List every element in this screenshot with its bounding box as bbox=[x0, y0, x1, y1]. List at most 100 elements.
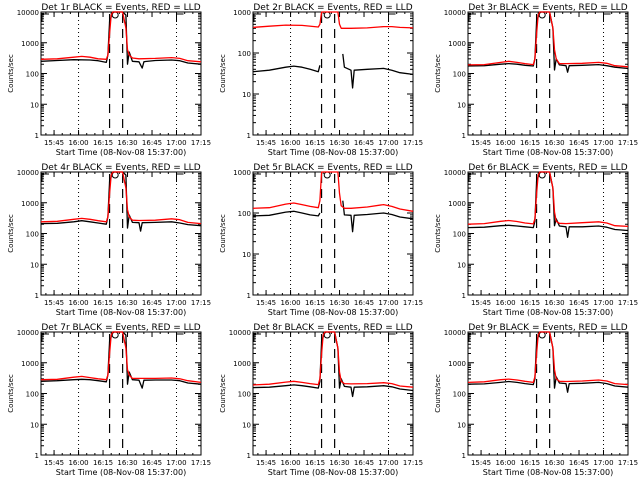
panel-title: Det 3r BLACK = Events, RED = LLD bbox=[468, 3, 627, 13]
x-tick-label: 16:00 bbox=[495, 459, 515, 467]
y-tick-label: 10000 bbox=[444, 9, 466, 17]
series-events-line bbox=[40, 331, 202, 389]
x-tick-label: 16:30 bbox=[117, 299, 137, 307]
y-tick-label: 100 bbox=[453, 71, 466, 79]
series-lld-line bbox=[467, 11, 629, 68]
x-axis-label: Start Time (08-Nov-08 15:37:00) bbox=[268, 148, 398, 157]
x-tick-label: 17:15 bbox=[191, 139, 211, 147]
x-tick-label: 16:00 bbox=[68, 299, 88, 307]
x-tick-label: 16:30 bbox=[544, 139, 564, 147]
y-tick-label: 1000 bbox=[21, 40, 39, 48]
x-axis-label: Start Time (08-Nov-08 15:37:00) bbox=[268, 468, 398, 477]
x-tick-label: 16:00 bbox=[495, 299, 515, 307]
x-tick-label: 16:00 bbox=[495, 139, 515, 147]
x-tick-label: 15:45 bbox=[256, 459, 276, 467]
start-bracket-marker bbox=[41, 13, 49, 22]
y-tick-label: 10000 bbox=[229, 329, 251, 337]
x-tick-label: 17:00 bbox=[378, 299, 398, 307]
x-axis-label: Start Time (08-Nov-08 15:37:00) bbox=[56, 148, 186, 157]
y-tick-label: 1 bbox=[462, 292, 466, 300]
y-tick-label: 10000 bbox=[444, 169, 466, 177]
y-axis-label: Counts/sec bbox=[434, 374, 442, 413]
x-tick-label: 17:15 bbox=[618, 299, 638, 307]
panel-det-4: Det 4r BLACK = Events, RED = LLD 1 10 100 10… bbox=[7, 163, 211, 317]
panel-det-5: Det 5r BLACK = Events, RED = LLD 1 10 100 10… bbox=[219, 163, 423, 317]
x-tick-label: 17:15 bbox=[403, 139, 423, 147]
x-tick-label: 16:30 bbox=[329, 139, 349, 147]
start-bracket-marker bbox=[41, 173, 49, 182]
y-tick-label: 10 bbox=[242, 421, 251, 429]
x-tick-label: 16:45 bbox=[354, 299, 374, 307]
x-tick-label: 16:30 bbox=[329, 299, 349, 307]
panel-det-6: Det 6r BLACK = Events, RED = LLD 1 10 100 10… bbox=[434, 163, 638, 317]
x-tick-label: 17:00 bbox=[166, 299, 186, 307]
x-tick-label: 16:15 bbox=[520, 139, 540, 147]
x-tick-label: 15:45 bbox=[471, 139, 491, 147]
start-bracket-marker bbox=[41, 333, 49, 342]
x-tick-label: 17:15 bbox=[191, 299, 211, 307]
y-tick-label: 1 bbox=[462, 452, 466, 460]
end-bracket-marker bbox=[388, 13, 396, 22]
y-tick-label: 100 bbox=[238, 210, 251, 218]
x-tick-label: 16:00 bbox=[68, 139, 88, 147]
start-bracket-marker bbox=[468, 173, 476, 182]
y-tick-label: 1000 bbox=[448, 200, 466, 208]
x-tick-label: 17:00 bbox=[378, 139, 398, 147]
series-lld-line bbox=[40, 171, 202, 225]
x-axis-label: Start Time (08-Nov-08 15:37:00) bbox=[483, 148, 613, 157]
x-tick-label: 17:15 bbox=[403, 299, 423, 307]
y-tick-label: 1000 bbox=[233, 169, 251, 177]
y-tick-label: 1 bbox=[247, 132, 251, 140]
panel-title: Det 1r BLACK = Events, RED = LLD bbox=[41, 3, 200, 13]
x-tick-label: 15:45 bbox=[44, 459, 64, 467]
series-events-line bbox=[252, 200, 414, 233]
y-tick-label: 10 bbox=[457, 421, 466, 429]
panel-title: Det 6r BLACK = Events, RED = LLD bbox=[468, 163, 627, 173]
x-tick-label: 16:15 bbox=[305, 139, 325, 147]
x-tick-label: 16:00 bbox=[280, 139, 300, 147]
x-tick-label: 16:45 bbox=[569, 139, 589, 147]
end-bracket-marker bbox=[176, 13, 184, 22]
y-tick-label: 10 bbox=[30, 421, 39, 429]
x-tick-label: 16:00 bbox=[68, 459, 88, 467]
y-axis-label: Counts/sec bbox=[434, 54, 442, 93]
series-events-line bbox=[40, 171, 202, 232]
y-tick-label: 1 bbox=[462, 132, 466, 140]
start-bracket-marker bbox=[253, 333, 261, 342]
x-axis-label: Start Time (08-Nov-08 15:37:00) bbox=[56, 468, 186, 477]
series-lld-line bbox=[40, 331, 202, 384]
panel-det-7: Det 7r BLACK = Events, RED = LLD 1 10 100 10… bbox=[7, 323, 211, 477]
y-tick-label: 100 bbox=[26, 391, 39, 399]
x-tick-label: 16:15 bbox=[520, 299, 540, 307]
y-tick-label: 1000 bbox=[21, 360, 39, 368]
y-tick-label: 1 bbox=[35, 292, 39, 300]
x-tick-label: 15:45 bbox=[256, 139, 276, 147]
x-tick-label: 17:00 bbox=[593, 299, 613, 307]
x-tick-label: 16:45 bbox=[569, 299, 589, 307]
y-tick-label: 10000 bbox=[17, 329, 39, 337]
panel-det-9: Det 9r BLACK = Events, RED = LLD 1 10 100 10… bbox=[434, 323, 638, 477]
x-tick-label: 16:45 bbox=[569, 459, 589, 467]
y-tick-label: 10 bbox=[30, 101, 39, 109]
y-axis-label: Counts/sec bbox=[7, 374, 15, 413]
panel-title: Det 9r BLACK = Events, RED = LLD bbox=[468, 323, 627, 333]
series-lld-line bbox=[467, 171, 629, 228]
y-tick-label: 100 bbox=[26, 231, 39, 239]
x-tick-label: 15:45 bbox=[256, 299, 276, 307]
panel-title: Det 4r BLACK = Events, RED = LLD bbox=[41, 163, 200, 173]
end-bracket-marker bbox=[603, 333, 611, 342]
series-lld-line bbox=[467, 331, 629, 386]
panel-title: Det 7r BLACK = Events, RED = LLD bbox=[41, 323, 200, 333]
x-tick-label: 16:30 bbox=[544, 459, 564, 467]
y-tick-label: 1000 bbox=[233, 9, 251, 17]
y-tick-label: 100 bbox=[453, 391, 466, 399]
x-tick-label: 16:15 bbox=[520, 459, 540, 467]
series-lld-line bbox=[40, 11, 202, 63]
x-tick-label: 16:00 bbox=[280, 299, 300, 307]
end-bracket-marker bbox=[388, 173, 396, 182]
x-tick-label: 16:45 bbox=[142, 299, 162, 307]
y-tick-label: 10 bbox=[30, 261, 39, 269]
x-tick-label: 17:00 bbox=[593, 139, 613, 147]
x-tick-label: 17:00 bbox=[166, 459, 186, 467]
y-tick-label: 10 bbox=[457, 101, 466, 109]
